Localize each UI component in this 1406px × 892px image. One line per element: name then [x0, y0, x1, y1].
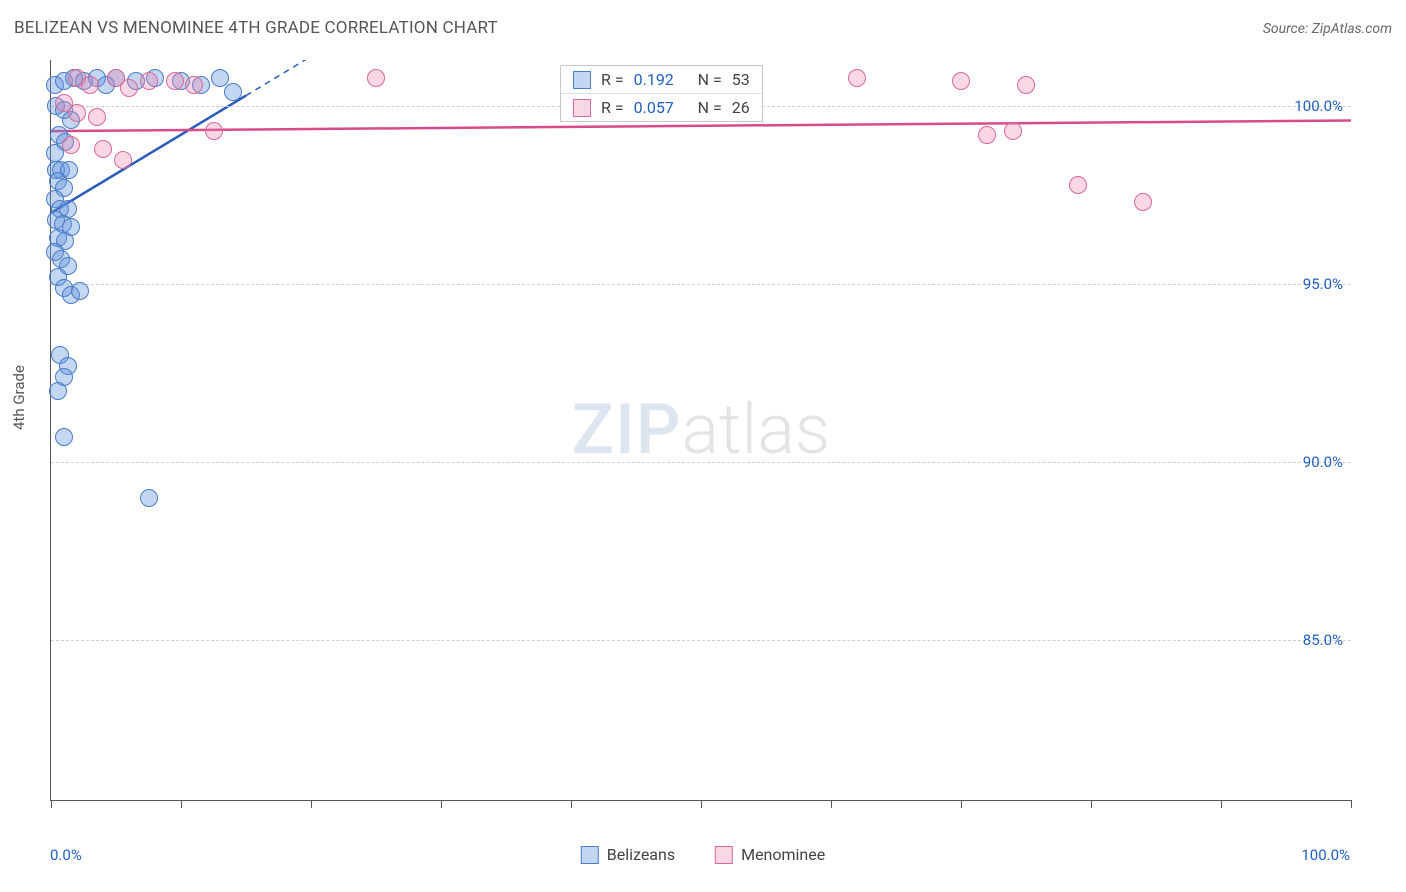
scatter-point — [1004, 122, 1022, 140]
watermark: ZIPatlas — [572, 389, 831, 471]
scatter-point — [166, 72, 184, 90]
r-prefix: R = — [601, 98, 624, 117]
n-prefix: N = — [698, 98, 722, 117]
scatter-point — [185, 76, 203, 94]
x-tick — [51, 800, 52, 808]
series-swatch — [581, 846, 599, 864]
trend-lines — [51, 60, 1351, 800]
n-prefix: N = — [698, 70, 722, 89]
trend-line — [51, 120, 1351, 131]
trend-line-dashed — [246, 60, 337, 96]
y-axis-title: 4th Grade — [10, 365, 28, 430]
x-tick — [961, 800, 962, 808]
series-swatch — [573, 71, 591, 89]
x-tick — [1091, 800, 1092, 808]
x-tick — [311, 800, 312, 808]
scatter-point — [88, 108, 106, 126]
scatter-point — [62, 136, 80, 154]
scatter-point — [49, 382, 67, 400]
scatter-point — [848, 69, 866, 87]
watermark-atlas: atlas — [681, 389, 830, 471]
r-prefix: R = — [601, 70, 624, 89]
series-swatch — [715, 846, 733, 864]
x-tick — [831, 800, 832, 808]
y-tick-label: 85.0% — [1303, 631, 1343, 649]
series-swatch — [573, 99, 591, 117]
x-tick — [181, 800, 182, 808]
x-tick — [1351, 800, 1352, 808]
gridline-h — [51, 640, 1351, 641]
legend-label: Belizeans — [607, 845, 675, 864]
gridline-h — [51, 462, 1351, 463]
scatter-point — [55, 428, 73, 446]
scatter-point — [81, 76, 99, 94]
scatter-point — [978, 126, 996, 144]
scatter-point — [120, 79, 138, 97]
gridline-h — [51, 284, 1351, 285]
scatter-point — [205, 122, 223, 140]
scatter-point — [68, 104, 86, 122]
legend-item: Belizeans — [581, 845, 675, 864]
scatter-point — [1134, 193, 1152, 211]
scatter-point — [140, 72, 158, 90]
r-value: 0.192 — [634, 70, 688, 89]
chart-title: BELIZEAN VS MENOMINEE 4TH GRADE CORRELAT… — [14, 18, 498, 38]
bottom-legend: Belizeans Menominee — [581, 845, 825, 864]
plot-area: ZIPatlas 100.0% 95.0% 90.0% 85.0% — [50, 60, 1351, 801]
stats-legend-box: R = 0.192 N = 53 R = 0.057 N = 26 — [560, 65, 763, 122]
scatter-point — [114, 151, 132, 169]
n-value: 26 — [732, 98, 750, 117]
x-tick — [1221, 800, 1222, 808]
x-axis-min-label: 0.0% — [50, 846, 82, 864]
scatter-point — [94, 140, 112, 158]
y-tick-label: 90.0% — [1303, 453, 1343, 471]
y-tick-label: 95.0% — [1303, 275, 1343, 293]
scatter-point — [367, 69, 385, 87]
scatter-point — [1069, 176, 1087, 194]
legend-label: Menominee — [741, 845, 825, 864]
y-tick-label: 100.0% — [1294, 97, 1343, 115]
r-value: 0.057 — [634, 98, 688, 117]
scatter-point — [140, 489, 158, 507]
stats-row: R = 0.192 N = 53 — [561, 66, 762, 93]
scatter-point — [1017, 76, 1035, 94]
x-tick — [571, 800, 572, 808]
n-value: 53 — [732, 70, 750, 89]
scatter-point — [224, 83, 242, 101]
x-axis-max-label: 100.0% — [1301, 846, 1350, 864]
source-label: Source: ZipAtlas.com — [1263, 21, 1392, 37]
x-tick — [701, 800, 702, 808]
legend-item: Menominee — [715, 845, 825, 864]
x-tick — [441, 800, 442, 808]
watermark-zip: ZIP — [572, 389, 682, 471]
scatter-point — [71, 282, 89, 300]
scatter-point — [952, 72, 970, 90]
stats-row: R = 0.057 N = 26 — [561, 93, 762, 121]
